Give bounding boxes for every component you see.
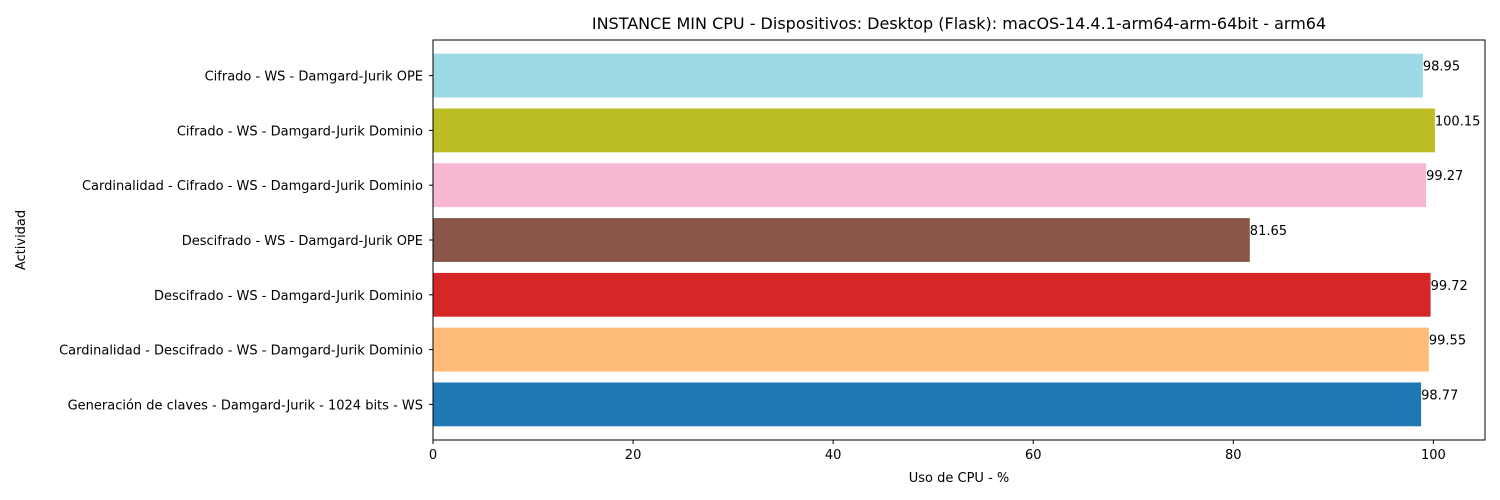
bar xyxy=(433,382,1422,427)
bars-group xyxy=(433,53,1435,427)
bar-value-label: 100.15 xyxy=(1435,114,1481,129)
x-tick-label: 0 xyxy=(429,448,437,463)
bar-value-label: 99.27 xyxy=(1426,169,1463,184)
bar-value-label: 81.65 xyxy=(1250,224,1287,239)
x-tick-label: 20 xyxy=(625,448,642,463)
bar xyxy=(433,53,1423,98)
y-tick-label: Cifrado - WS - Damgard-Jurik OPE xyxy=(205,70,423,85)
y-tick-label: Cifrado - WS - Damgard-Jurik Dominio xyxy=(177,124,423,139)
y-tick-label: Descifrado - WS - Damgard-Jurik OPE xyxy=(182,234,423,249)
x-axis: 0 20 40 60 80 100 xyxy=(429,440,1446,463)
value-labels-group: 98.77 99.55 99.72 81.65 99.27 100.15 98.95 xyxy=(1250,60,1481,404)
bar xyxy=(433,218,1250,262)
plot-border xyxy=(432,39,1486,441)
y-axis: Generación de claves - Damgard-Jurik - 1… xyxy=(59,70,433,413)
x-tick-label: 60 xyxy=(1025,448,1042,463)
x-tick-label: 80 xyxy=(1225,448,1242,463)
bar-value-label: 99.72 xyxy=(1431,279,1468,294)
bar xyxy=(433,163,1427,208)
y-tick-label: Cardinalidad - Descifrado - WS - Damgard… xyxy=(59,344,423,359)
x-axis-label: Uso de CPU - % xyxy=(909,471,1010,486)
y-axis-label: Actividad xyxy=(14,210,29,270)
plot-frame xyxy=(432,39,1486,441)
x-tick-label: 40 xyxy=(825,448,842,463)
chart-title: INSTANCE MIN CPU - Dispositivos: Desktop… xyxy=(592,14,1326,33)
y-tick-label: Descifrado - WS - Damgard-Jurik Dominio xyxy=(154,289,423,304)
bar xyxy=(433,108,1435,153)
x-tick-label: 100 xyxy=(1421,448,1446,463)
y-tick-label: Cardinalidad - Cifrado - WS - Damgard-Ju… xyxy=(82,179,423,194)
y-tick-label: Generación de claves - Damgard-Jurik - 1… xyxy=(68,398,423,413)
bar xyxy=(433,327,1429,372)
bar xyxy=(433,272,1431,317)
bar-value-label: 99.55 xyxy=(1429,334,1466,349)
bar-value-label: 98.77 xyxy=(1421,388,1458,403)
bar-value-label: 98.95 xyxy=(1423,60,1460,75)
